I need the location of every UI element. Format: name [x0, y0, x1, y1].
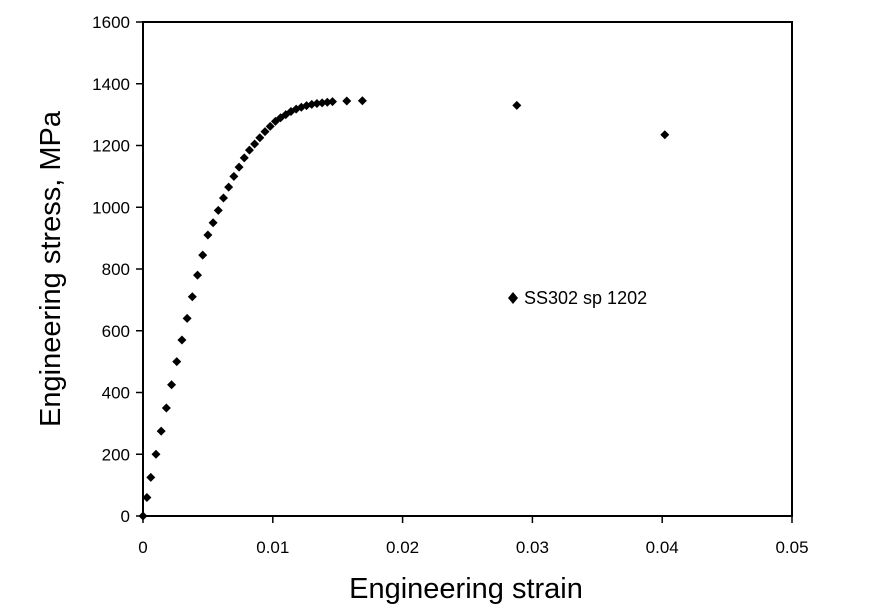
y-tick-label: 200 [102, 445, 130, 464]
data-point [208, 218, 218, 228]
data-point [255, 133, 265, 143]
data-point [260, 127, 270, 137]
plot-area [142, 21, 793, 517]
data-point [218, 193, 228, 203]
y-tick-label: 1400 [92, 75, 130, 94]
y-axis-title: Engineering stress, MPa [35, 110, 67, 427]
data-point [177, 335, 187, 345]
data-point [660, 130, 670, 140]
y-tick-label: 1200 [92, 137, 130, 156]
x-tick-label: 0.03 [516, 538, 549, 557]
data-point [342, 96, 352, 106]
data-points [138, 96, 670, 521]
data-point [317, 98, 327, 108]
y-tick-label: 0 [121, 507, 130, 526]
data-point [229, 171, 239, 181]
data-point [224, 182, 234, 192]
data-point [193, 270, 203, 280]
data-point [213, 205, 223, 215]
axis-ticks: 0 0.01 0.02 0.03 0.04 0.05 0 200 400 600 800 1000 12… [92, 13, 808, 557]
x-tick-label: 0.05 [775, 538, 808, 557]
data-point [328, 97, 338, 107]
x-axis-title: Engineering strain [349, 573, 583, 605]
data-point [161, 403, 171, 413]
data-point [142, 492, 152, 502]
data-point [167, 380, 177, 390]
y-tick-label: 1600 [92, 13, 130, 32]
y-tick-label: 600 [102, 322, 130, 341]
data-point [182, 313, 192, 323]
y-tick-label: 1000 [92, 198, 130, 217]
data-point [138, 511, 148, 521]
data-point [146, 472, 156, 482]
data-point [322, 97, 332, 107]
data-point [239, 153, 249, 163]
data-point [198, 250, 208, 260]
y-tick-label: 800 [102, 260, 130, 279]
legend-label: SS302 sp 1202 [524, 288, 647, 308]
x-tick-label: 0.04 [646, 538, 679, 557]
data-point [512, 100, 522, 110]
data-point [187, 292, 197, 302]
data-point [357, 96, 367, 106]
data-point [234, 162, 244, 172]
x-tick-label: 0 [138, 538, 147, 557]
data-point [172, 357, 182, 367]
plot-frame [142, 21, 793, 517]
data-point [156, 426, 166, 436]
legend: SS302 sp 1202 [508, 288, 647, 308]
x-tick-label: 0.02 [386, 538, 419, 557]
data-point [250, 139, 260, 149]
data-point [151, 449, 161, 459]
x-tick-label: 0.01 [256, 538, 289, 557]
legend-marker [508, 292, 518, 304]
data-point [244, 145, 254, 155]
data-point [265, 121, 275, 131]
y-tick-label: 400 [102, 384, 130, 403]
data-point [312, 99, 322, 109]
data-point [203, 230, 213, 240]
